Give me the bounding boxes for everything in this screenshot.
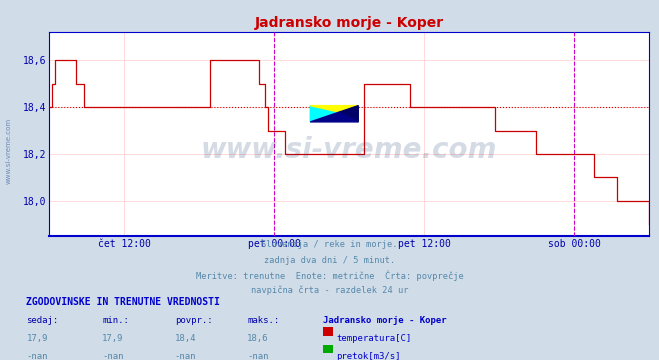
Text: Jadransko morje - Koper: Jadransko morje - Koper [323, 316, 447, 325]
Text: Meritve: trenutne  Enote: metrične  Črta: povprečje: Meritve: trenutne Enote: metrične Črta: … [196, 271, 463, 281]
Text: sedaj:: sedaj: [26, 316, 59, 325]
Polygon shape [310, 112, 358, 122]
Text: maks.:: maks.: [247, 316, 279, 325]
Title: Jadransko morje - Koper: Jadransko morje - Koper [255, 16, 444, 30]
Text: zadnja dva dni / 5 minut.: zadnja dva dni / 5 minut. [264, 256, 395, 265]
Text: navpična črta - razdelek 24 ur: navpična črta - razdelek 24 ur [251, 286, 408, 295]
Text: -nan: -nan [26, 352, 48, 360]
Text: -nan: -nan [102, 352, 124, 360]
Text: min.:: min.: [102, 316, 129, 325]
Text: www.si-vreme.com: www.si-vreme.com [201, 136, 498, 165]
Text: pretok[m3/s]: pretok[m3/s] [336, 352, 401, 360]
Text: 17,9: 17,9 [102, 334, 124, 343]
Text: Slovenija / reke in morje.: Slovenija / reke in morje. [261, 240, 398, 249]
Text: -nan: -nan [247, 352, 269, 360]
Text: temperatura[C]: temperatura[C] [336, 334, 411, 343]
Polygon shape [310, 105, 358, 112]
Text: 17,9: 17,9 [26, 334, 48, 343]
Text: www.si-vreme.com: www.si-vreme.com [5, 118, 11, 184]
Polygon shape [339, 105, 358, 122]
Text: -nan: -nan [175, 352, 196, 360]
Text: ZGODOVINSKE IN TRENUTNE VREDNOSTI: ZGODOVINSKE IN TRENUTNE VREDNOSTI [26, 297, 220, 307]
Polygon shape [310, 105, 339, 122]
Text: 18,6: 18,6 [247, 334, 269, 343]
Text: 18,4: 18,4 [175, 334, 196, 343]
Text: povpr.:: povpr.: [175, 316, 212, 325]
